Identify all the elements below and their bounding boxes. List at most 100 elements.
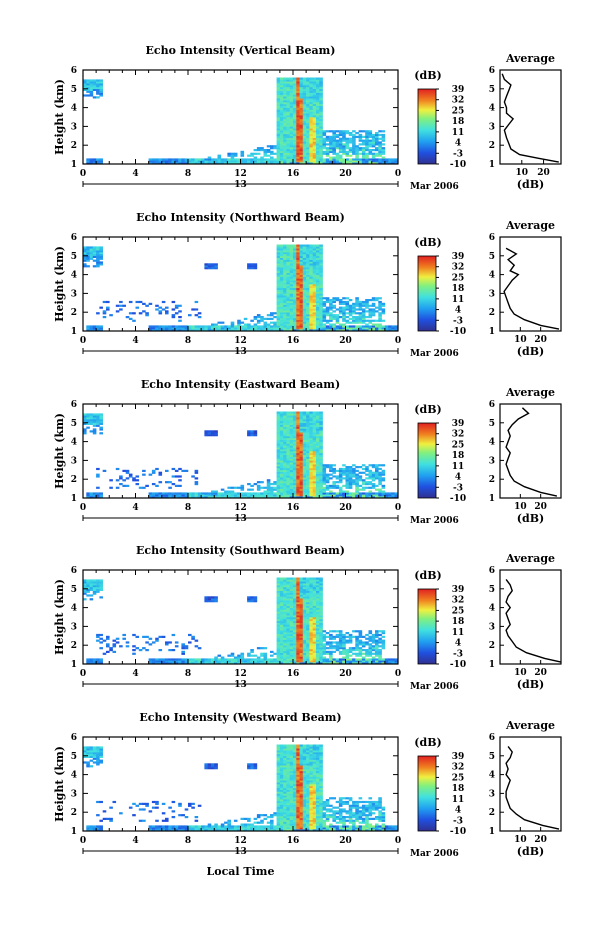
echo-cell	[322, 483, 327, 486]
echo-cell	[332, 143, 336, 146]
echo-cell	[270, 325, 274, 328]
echo-cell	[342, 306, 346, 309]
echo-cell	[276, 452, 281, 456]
echo-cell	[243, 317, 248, 320]
echo-cell	[158, 649, 163, 652]
echo-cell	[312, 467, 317, 471]
echo-cell	[155, 658, 159, 661]
echo-cell	[283, 317, 287, 320]
echo-cell	[217, 660, 222, 663]
echo-cell	[342, 300, 346, 304]
echo-cell	[279, 107, 284, 110]
echo-cell	[352, 483, 356, 486]
echo-cell	[293, 118, 297, 122]
echo-cell	[283, 411, 287, 414]
echo-cell	[309, 637, 313, 640]
echo-cell	[338, 660, 343, 663]
echo-cell	[286, 308, 290, 311]
average-x-label: (dB)	[517, 512, 544, 525]
echo-cell	[266, 317, 271, 320]
echo-cell	[381, 319, 386, 322]
echo-cell	[233, 496, 238, 499]
echo-cell	[348, 654, 353, 657]
echo-cell	[296, 276, 300, 279]
echo-cell	[279, 490, 284, 493]
echo-cell	[207, 496, 212, 499]
colorbar-tick-label: -10	[450, 160, 466, 170]
echo-cell	[309, 280, 313, 283]
echo-cell	[151, 483, 156, 486]
echo-cell	[214, 662, 218, 665]
echo-cell	[283, 94, 287, 97]
echo-cell	[279, 120, 284, 123]
echo-cell	[227, 325, 231, 328]
echo-cell	[312, 117, 317, 120]
echo-cell	[299, 120, 304, 123]
echo-cell	[89, 79, 94, 82]
echo-cell	[322, 143, 327, 146]
echo-cell	[289, 466, 294, 469]
echo-cell	[283, 430, 287, 433]
echo-cell	[368, 130, 373, 133]
echo-cell	[283, 658, 287, 661]
echo-cell	[319, 413, 323, 416]
echo-cell	[96, 583, 100, 586]
echo-cell	[283, 109, 287, 112]
echo-cell	[96, 261, 100, 264]
echo-cell	[322, 319, 327, 322]
echo-cell	[306, 132, 310, 135]
echo-cell	[289, 479, 294, 482]
echo-cell	[86, 590, 90, 593]
echo-cell	[279, 149, 284, 152]
echo-cell	[309, 649, 313, 652]
echo-cell	[312, 156, 317, 159]
echo-cell	[158, 162, 163, 165]
echo-cell	[99, 329, 103, 332]
echo-cell	[358, 139, 363, 142]
echo-cell	[322, 139, 327, 142]
echo-cell	[312, 456, 317, 459]
echo-cell	[358, 133, 363, 137]
echo-cell	[119, 308, 123, 311]
echo-cell	[96, 96, 100, 99]
echo-cell	[316, 156, 320, 159]
echo-cell	[312, 645, 317, 648]
echo-cell	[342, 471, 346, 474]
echo-cell	[286, 285, 290, 289]
echo-cell	[293, 280, 297, 283]
echo-cell	[302, 596, 307, 599]
echo-cell	[332, 150, 336, 153]
echo-cell	[194, 162, 199, 165]
echo-cell	[309, 443, 313, 446]
echo-cell	[296, 652, 300, 655]
echo-cell	[293, 255, 297, 258]
echo-cell	[319, 484, 323, 487]
echo-cell	[365, 325, 369, 328]
echo-cell	[279, 603, 284, 606]
echo-cell	[329, 147, 333, 150]
echo-cell	[204, 265, 208, 268]
echo-cell	[283, 297, 287, 300]
echo-cell	[352, 660, 356, 663]
echo-cell	[286, 103, 290, 106]
echo-cell	[161, 160, 166, 163]
echo-cell	[368, 325, 373, 328]
echo-cell	[302, 263, 307, 266]
echo-cell	[316, 274, 320, 277]
echo-cell	[394, 329, 399, 332]
echo-cell	[302, 312, 307, 315]
echo-cell	[371, 299, 376, 302]
echo-cell	[384, 496, 389, 499]
echo-cell	[302, 109, 307, 112]
echo-cell	[302, 327, 307, 330]
echo-cell	[322, 486, 327, 489]
echo-cell	[270, 312, 274, 315]
echo-cell	[302, 430, 307, 433]
echo-cell	[319, 252, 323, 255]
echo-cell	[329, 645, 333, 648]
echo-cell	[316, 458, 320, 461]
echo-cell	[220, 656, 225, 659]
echo-cell	[207, 329, 212, 332]
echo-cell	[306, 477, 310, 480]
echo-cell	[299, 137, 304, 140]
